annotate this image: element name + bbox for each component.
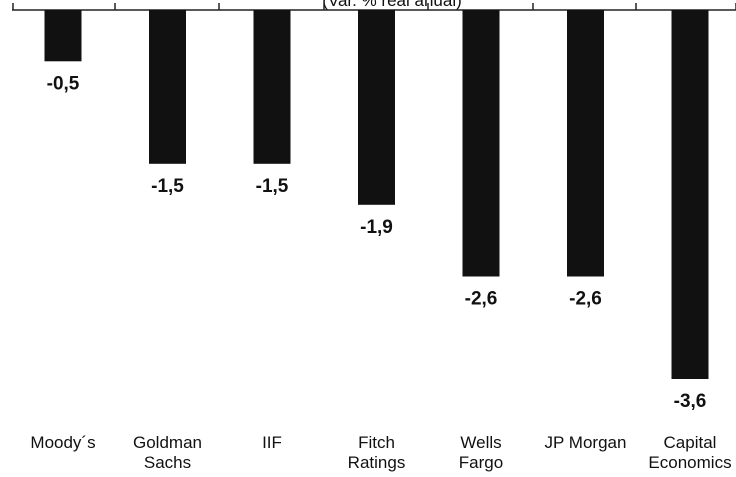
bar [44, 10, 82, 62]
category-label: Fargo [459, 453, 503, 472]
bar-value-label: -0,5 [47, 73, 80, 94]
bar-value-label: -1,5 [151, 176, 184, 197]
bar-value-label: -3,6 [674, 391, 707, 412]
value-labels-group: -0,5 -1,5 -1,5 -1,9 -2,6 -2,6 -3,6 [47, 73, 707, 412]
axis-ticks [12, 3, 736, 10]
category-label: Economics [648, 453, 731, 472]
bar-value-label: -2,6 [569, 289, 602, 310]
bar [358, 10, 395, 205]
category-label: Moody´s [30, 433, 95, 452]
bar-value-label: -1,5 [256, 176, 289, 197]
category-label: Goldman [133, 433, 202, 452]
bar [462, 10, 500, 277]
category-label: IIF [262, 433, 282, 452]
category-label: Wells [460, 433, 501, 452]
category-label: Capital [664, 433, 717, 452]
category-label: JP Morgan [545, 433, 627, 452]
bar [149, 10, 186, 164]
bars-group [44, 10, 709, 379]
bar [567, 10, 604, 277]
category-label: Sachs [144, 453, 191, 472]
bar-value-label: -1,9 [360, 217, 393, 238]
bar-value-label: -2,6 [465, 289, 498, 310]
bar [671, 10, 709, 379]
category-label: Fitch [358, 433, 395, 452]
category-label: Ratings [348, 453, 406, 472]
bar [253, 10, 291, 164]
chart-subtitle: (Var. % real anual) [322, 0, 462, 10]
